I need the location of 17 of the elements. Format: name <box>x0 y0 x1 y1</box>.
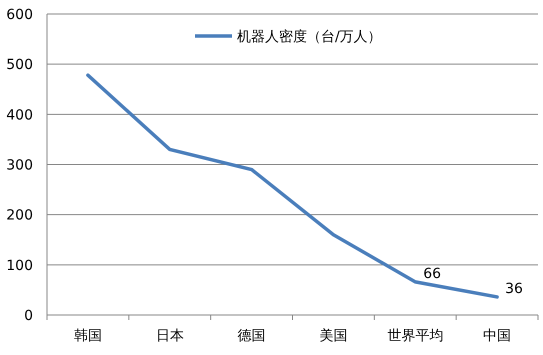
x-tick-label: 美国 <box>319 328 348 344</box>
y-tick-label: 100 <box>6 258 33 274</box>
y-tick-label: 200 <box>6 208 33 224</box>
data-label: 36 <box>505 280 523 297</box>
y-tick-label: 500 <box>6 57 33 74</box>
x-tick-label: 德国 <box>238 328 266 344</box>
y-tick-label: 300 <box>6 158 33 174</box>
x-tick-label: 日本 <box>156 328 184 344</box>
y-tick-label: 0 <box>24 308 33 324</box>
legend-label: 机器人密度（台/万人） <box>237 29 382 45</box>
data-label: 66 <box>423 266 442 282</box>
x-tick-label: 韩国 <box>74 328 102 344</box>
x-tick-label: 中国 <box>483 328 512 344</box>
y-tick-label: 600 <box>6 7 33 23</box>
x-tick-label: 世界平均 <box>387 328 444 344</box>
y-tick-label: 400 <box>6 107 33 124</box>
line-series <box>86 73 499 299</box>
